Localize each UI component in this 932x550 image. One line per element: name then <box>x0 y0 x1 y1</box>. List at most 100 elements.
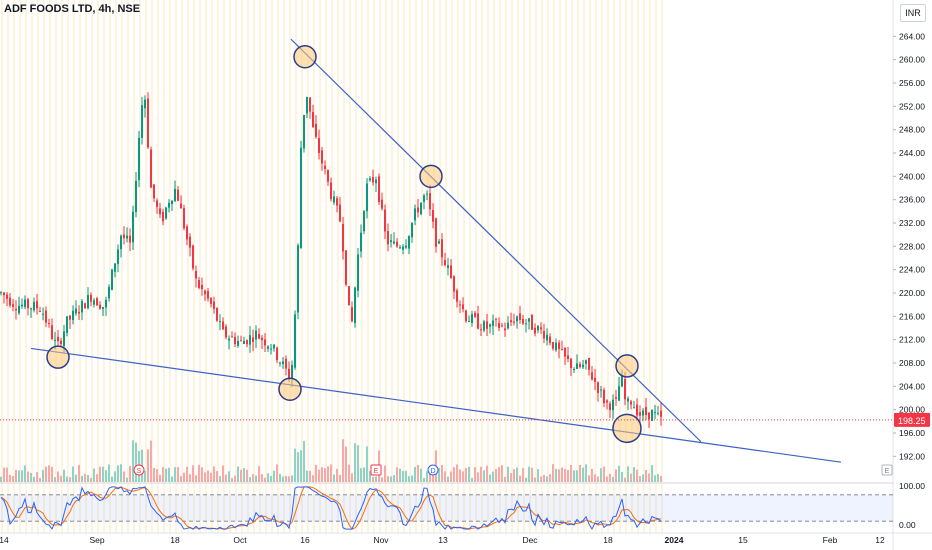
volume-bar <box>336 468 338 482</box>
candle-body <box>348 286 350 306</box>
candle-body <box>402 246 404 250</box>
candle-body <box>651 410 653 421</box>
time-axis: 14 Sep 18 Oct 16 Nov 13 Dec 18 2024 15 Feb 12 <box>0 532 932 545</box>
volume-bar <box>375 476 377 482</box>
candle-body <box>486 321 488 329</box>
volume-bar <box>210 472 212 482</box>
volume-bar <box>216 470 218 482</box>
oscillator-pane: 0.00 100.00 <box>0 481 925 531</box>
volume-bar <box>423 477 425 482</box>
candle-body <box>150 149 152 188</box>
volume-bar <box>387 476 389 482</box>
volume-bar <box>267 473 269 482</box>
volume-bar <box>495 469 497 482</box>
candle-body <box>108 286 110 299</box>
volume-bar <box>393 475 395 482</box>
candle-body <box>480 329 482 331</box>
candle-body <box>585 360 587 364</box>
candle-body <box>624 379 626 400</box>
candle-body <box>522 319 524 324</box>
candle-body <box>177 189 179 201</box>
volume-bar <box>219 476 221 482</box>
volume-bar <box>117 465 119 482</box>
volume-bar <box>201 467 203 482</box>
candle-body <box>18 305 20 314</box>
candle-body <box>171 200 173 205</box>
candle-body <box>27 299 29 309</box>
volume-bar <box>354 443 356 482</box>
candle-body <box>312 112 314 128</box>
volume-bar <box>633 467 635 482</box>
volume-bar <box>474 467 476 482</box>
candle-body <box>354 287 356 324</box>
currency-label[interactable]: INR <box>900 4 926 22</box>
candle-body <box>39 310 41 312</box>
candle-body <box>6 294 8 299</box>
volume-bar <box>612 477 614 482</box>
volume-bar <box>621 472 623 482</box>
candle-body <box>645 407 647 415</box>
candle-body <box>642 410 644 416</box>
candle-body <box>216 308 218 321</box>
volume-bar <box>126 477 128 482</box>
price-tick-label: 248.00 <box>899 125 925 135</box>
touch-circle <box>615 354 639 378</box>
volume-bar <box>276 464 278 482</box>
candle-body <box>582 364 584 368</box>
volume-bar <box>489 474 491 482</box>
candle-body <box>237 340 239 346</box>
time-tick-label: 18 <box>603 535 613 545</box>
candle-body <box>537 325 539 331</box>
candle-body <box>222 321 224 330</box>
volume-bar <box>345 446 347 482</box>
price-tick-label: 252.00 <box>899 101 925 111</box>
candle-body <box>516 316 518 322</box>
volume-bar <box>339 474 341 482</box>
candle-body <box>375 179 377 184</box>
candle-body <box>615 397 617 399</box>
volume-bar <box>192 465 194 482</box>
volume-bar <box>561 467 563 482</box>
candle-body <box>561 349 563 351</box>
volume-bar <box>174 467 176 482</box>
candle-body <box>552 342 554 349</box>
volume-bar <box>321 467 323 482</box>
volume-bar <box>270 475 272 482</box>
time-tick-label: Oct <box>233 535 247 545</box>
volume-bar <box>123 471 125 482</box>
candle-body <box>33 301 35 311</box>
volume-bar <box>195 475 197 482</box>
candle-body <box>3 292 5 296</box>
candle-body <box>447 265 449 268</box>
candle-body <box>135 180 137 213</box>
volume-bar <box>363 467 365 482</box>
candle-body <box>117 249 119 264</box>
candle-body <box>357 254 359 291</box>
candle-body <box>75 308 77 314</box>
time-tick-label: Nov <box>373 535 389 545</box>
candle-body <box>12 304 14 307</box>
candle-body <box>648 412 650 420</box>
time-tick-label: 12 <box>875 535 885 545</box>
oscillator-level-label: 0.00 <box>899 520 916 530</box>
candle-body <box>258 333 260 339</box>
candle-body <box>501 325 503 327</box>
volume-bar <box>309 470 311 482</box>
volume-bar <box>231 477 233 482</box>
volume-bar <box>606 476 608 482</box>
volume-bar <box>444 471 446 482</box>
volume-bar <box>132 440 134 482</box>
volume-bar <box>543 474 545 482</box>
volume-bar <box>48 465 50 482</box>
volume-bar <box>312 475 314 482</box>
volume-bar <box>129 466 131 482</box>
candle-body <box>639 412 641 416</box>
price-tick-label: 224.00 <box>899 265 925 275</box>
volume-bar <box>87 475 89 482</box>
candle-body <box>405 245 407 248</box>
candle-body <box>279 362 281 364</box>
volume-bar <box>411 475 413 482</box>
volume-bar <box>279 474 281 482</box>
candle-body <box>612 399 614 411</box>
